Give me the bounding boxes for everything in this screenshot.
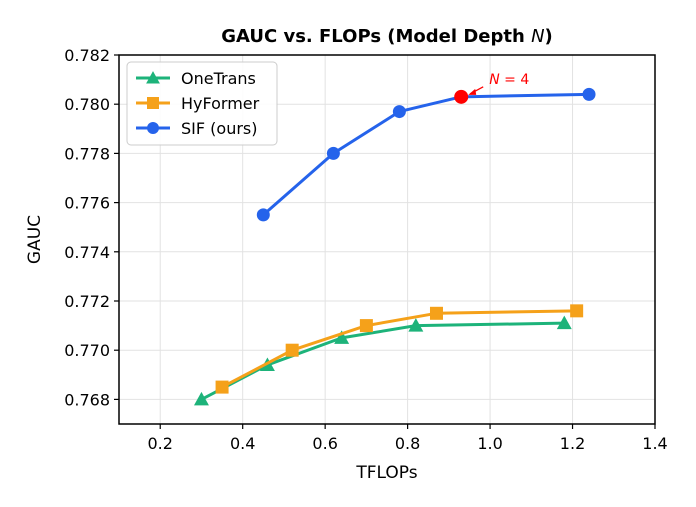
annotation-arrowhead (468, 88, 477, 95)
legend-marker (147, 122, 159, 134)
annotation-label: N = 4 (489, 72, 529, 88)
x-axis-label: TFLOPs (355, 463, 417, 483)
chart-title-part-1: GAUC vs. FLOPs (Model Depth (221, 26, 531, 47)
y-tick-label: 0.772 (64, 292, 110, 311)
legend-label: OneTrans (181, 69, 256, 88)
data-point-hyformer (359, 319, 373, 333)
data-point-hyformer (285, 343, 299, 357)
annotation-layer: N = 4 (454, 72, 529, 104)
annotation-value: = 4 (500, 72, 530, 88)
y-tick-label: 0.770 (64, 341, 110, 360)
data-point-sif-ours (326, 146, 340, 160)
x-tick-label: 0.6 (312, 434, 337, 453)
x-tick-label: 1.0 (477, 434, 502, 453)
plot-frame (118, 54, 656, 425)
chart-title-variable: N (531, 26, 544, 47)
legend-label: HyFormer (181, 94, 260, 113)
y-tick-label: 0.768 (64, 390, 110, 409)
data-point-hyformer (429, 306, 443, 320)
chart-title: GAUC vs. FLOPs (Model Depth N) (221, 26, 553, 47)
data-point-hyformer (570, 304, 584, 318)
data-point-sif-ours (582, 87, 596, 101)
y-tick-label: 0.782 (64, 46, 110, 65)
legend-marker (147, 97, 159, 109)
data-point-onetrans (334, 330, 350, 344)
legend-marker (146, 71, 160, 84)
y-tick-label: 0.780 (64, 95, 110, 114)
series-line-sif-ours (261, 92, 591, 217)
y-tick-label: 0.776 (64, 194, 110, 213)
legend-label: SIF (ours) (181, 119, 258, 138)
series-layer (193, 87, 596, 406)
x-tick-label: 0.2 (148, 434, 173, 453)
series-line-onetrans (199, 321, 566, 401)
x-tick-label: 1.4 (642, 434, 667, 453)
highlight-point (454, 89, 469, 104)
series-line-hyformer (220, 309, 579, 389)
data-point-onetrans (556, 315, 572, 330)
data-point-sif-ours (256, 208, 270, 222)
data-point-hyformer (215, 380, 229, 394)
ticks: 0.2 0.4 0.6 0.8 1.0 1.2 1.4 0.768 0.770 0.772 0.77… (64, 46, 668, 453)
data-point-onetrans (193, 391, 209, 406)
y-tick-label: 0.774 (64, 243, 110, 262)
y-tick-label: 0.778 (64, 144, 110, 163)
y-axis-label: GAUC (25, 215, 45, 264)
data-point-onetrans (408, 318, 424, 332)
x-tick-label: 0.8 (395, 434, 420, 453)
annotation-variable: N (489, 72, 500, 88)
legend: OneTrans HyFormer SIF (ours) (126, 61, 278, 146)
chart-title-part-3: ) (545, 26, 553, 47)
data-point-sif-ours (392, 105, 406, 119)
x-tick-label: 1.2 (560, 434, 585, 453)
x-tick-label: 0.4 (230, 434, 255, 453)
grid (119, 55, 655, 424)
legend-box (126, 61, 278, 146)
